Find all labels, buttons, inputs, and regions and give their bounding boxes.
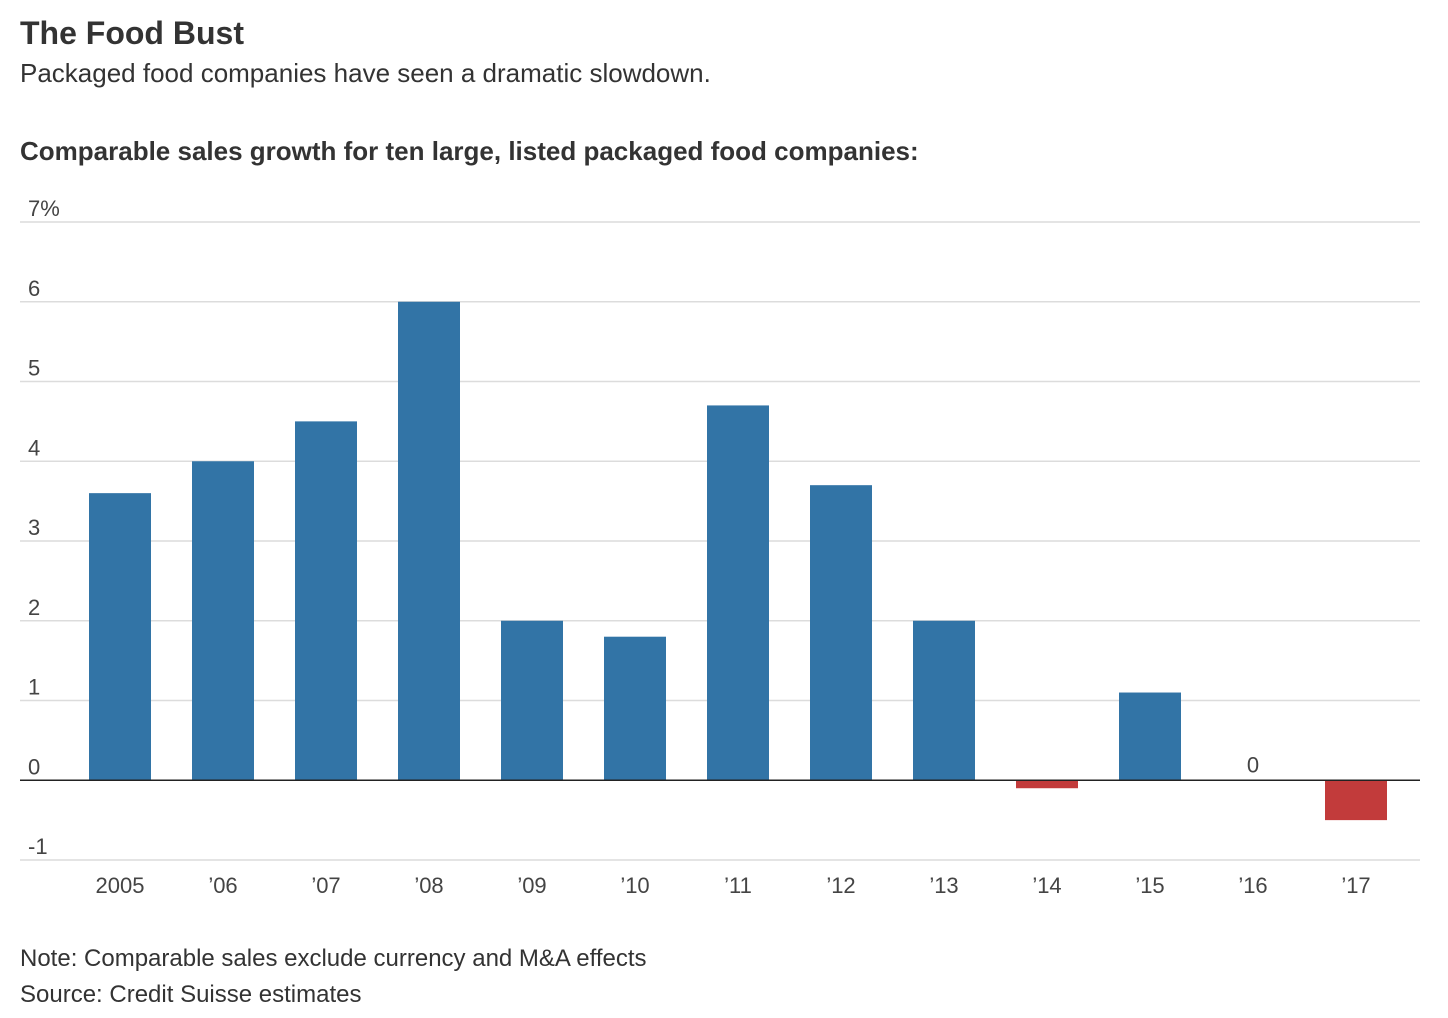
chart-title: The Food Bust [20,15,244,51]
chart-heading: Comparable sales growth for ten large, l… [20,136,919,166]
x-tick-label: ’16 [1238,873,1267,898]
x-tick-label: ’08 [414,873,443,898]
y-tick-label: 2 [28,595,40,620]
chart-subtitle: Packaged food companies have seen a dram… [20,58,711,88]
x-tick-label: ’09 [517,873,546,898]
x-tick-label: ’07 [311,873,340,898]
bar [810,485,872,781]
x-tick-label: ’17 [1341,873,1370,898]
bar [295,421,357,781]
y-tick-label: 6 [28,276,40,301]
x-tick-label: ’10 [620,873,649,898]
y-tick-label: 5 [28,356,40,381]
y-tick-label: 0 [28,754,40,779]
y-tick-label: 3 [28,515,40,540]
bar [604,636,666,781]
bar [707,405,769,781]
x-tick-label: ’14 [1032,873,1061,898]
x-tick-label: ’15 [1135,873,1164,898]
y-tick-label: 1 [28,675,40,700]
bar [1016,780,1078,789]
x-tick-label: 2005 [96,873,145,898]
bar [192,461,254,781]
bar [1119,692,1181,781]
bar [1325,780,1387,821]
y-tick-label: 7% [28,196,60,221]
bar [913,620,975,781]
x-tick-label: ’13 [929,873,958,898]
bar [398,301,460,781]
bar [89,493,151,781]
y-tick-label: -1 [28,834,48,859]
x-tick-label: ’11 [724,873,752,898]
source: Source: Credit Suisse estimates [20,981,361,1008]
y-tick-label: 4 [28,435,40,460]
x-tick-label: ’06 [208,873,237,898]
bar [501,620,563,781]
x-tick-label: ’12 [826,873,855,898]
note: Note: Comparable sales exclude currency … [20,945,647,972]
value-label: 0 [1247,752,1259,777]
